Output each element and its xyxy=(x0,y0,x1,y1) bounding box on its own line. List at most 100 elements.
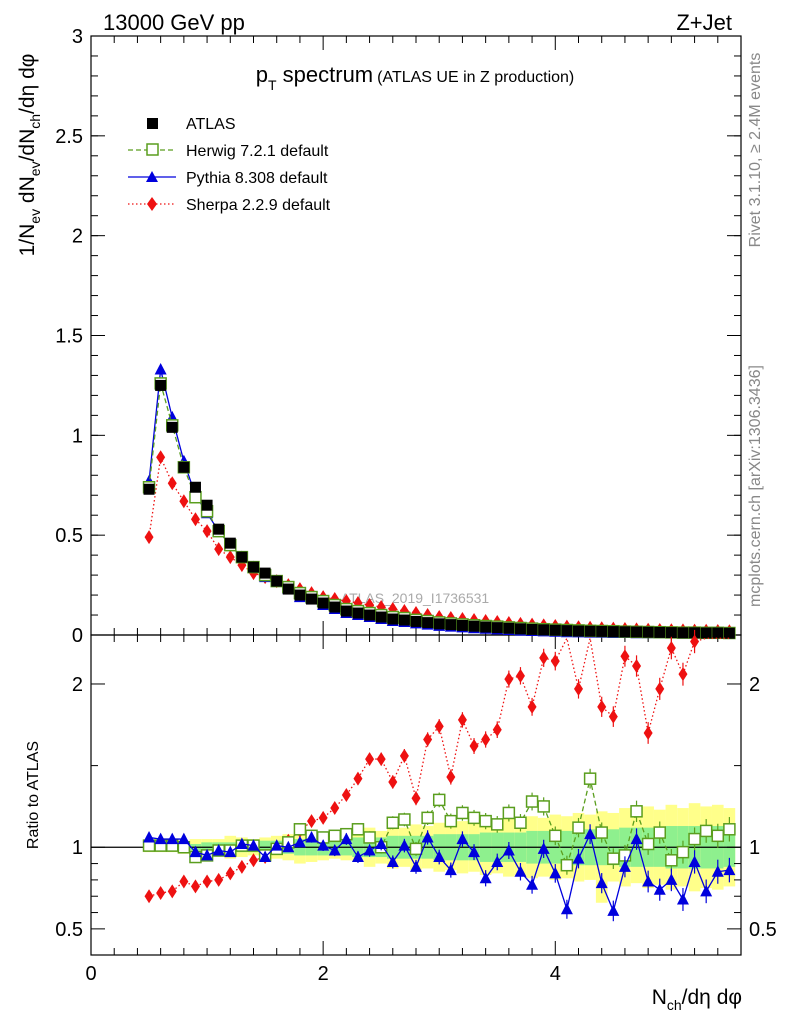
pythia-ratio-point xyxy=(410,860,422,872)
atlas-data-point xyxy=(422,617,434,629)
atlas-data-point xyxy=(607,626,619,638)
pythia-ratio-point xyxy=(224,845,237,858)
sherpa-main-point xyxy=(144,530,154,545)
legend-atlas-marker xyxy=(147,118,158,129)
atlas-data-point xyxy=(514,623,526,635)
sherpa-ratio-point xyxy=(492,722,502,737)
sherpa-ratio-point xyxy=(353,771,363,786)
ratio-ytick-label-right: 0.5 xyxy=(749,919,777,941)
atlas-data-point xyxy=(248,561,259,573)
herwig-ratio-point xyxy=(572,821,585,834)
sherpa-ratio-point xyxy=(144,889,154,904)
pythia-ratio-point xyxy=(305,830,318,843)
pythia-ratio-point xyxy=(351,850,364,863)
atlas-data-point xyxy=(573,625,584,637)
main-series xyxy=(142,362,736,640)
sherpa-ratio-point xyxy=(237,859,247,874)
atlas-data-point xyxy=(665,627,677,639)
herwig-ratio-point xyxy=(502,806,516,820)
pythia-ratio-point xyxy=(526,878,539,890)
sherpa-ratio-point xyxy=(225,866,235,881)
main-ylabel: 1/Nev dNev/dNch/dη dφ xyxy=(16,54,43,257)
sherpa-ratio-point xyxy=(330,801,340,816)
sherpa-ratio-point xyxy=(318,810,328,825)
pythia-ratio-point xyxy=(572,852,585,864)
pythia-ratio-point xyxy=(537,842,550,854)
pythia-ratio-point xyxy=(676,892,689,905)
pythia-ratio-point xyxy=(444,863,457,876)
pythia-ratio-point xyxy=(630,832,643,845)
pythia-ratio-point xyxy=(247,839,260,851)
atlas-data-point xyxy=(723,627,735,639)
header-right: Z+Jet xyxy=(676,10,732,35)
atlas-data-point xyxy=(259,567,271,579)
pythia-ratio-point xyxy=(328,844,341,856)
sherpa-ratio-point xyxy=(446,770,456,785)
ratio-ylabel: Ratio to ATLAS xyxy=(25,741,42,849)
atlas-data-point xyxy=(456,619,468,631)
herwig-ratio-point xyxy=(607,852,620,865)
atlas-data-point xyxy=(503,622,515,634)
atlas-data-point xyxy=(201,499,213,511)
herwig-ratio-point xyxy=(723,823,736,836)
sherpa-ratio-point xyxy=(249,853,258,868)
atlas-data-point xyxy=(317,597,329,609)
pythia-ratio-point xyxy=(143,830,156,843)
legend-sherpa-marker xyxy=(147,197,157,211)
herwig-ratio-point xyxy=(549,829,562,843)
herwig-ratio-point xyxy=(328,829,341,843)
herwig-ratio-point xyxy=(688,832,701,846)
pythia-ratio-point xyxy=(398,839,411,851)
atlas-data-point xyxy=(178,461,190,473)
herwig-ratio-point xyxy=(421,811,434,825)
ratio-xtick-label: 4 xyxy=(550,963,561,985)
sherpa-ratio-point xyxy=(597,699,607,714)
sherpa-ratio-point xyxy=(550,654,560,669)
herwig-ratio-point xyxy=(409,842,423,856)
atlas-data-point xyxy=(189,481,201,493)
main-ytick-label: 0 xyxy=(72,625,83,647)
herwig-ratio-point xyxy=(432,793,446,807)
main-ytick-label: 2.5 xyxy=(55,126,83,148)
sherpa-main-point xyxy=(167,476,177,491)
sherpa-ratio-point xyxy=(678,667,688,682)
main-ytick-label: 2 xyxy=(72,226,83,248)
atlas-data-point xyxy=(712,627,724,639)
sherpa-ratio-point xyxy=(179,874,189,889)
atlas-data-point xyxy=(619,626,631,638)
atlas-data-point xyxy=(491,622,503,634)
sherpa-ratio-point xyxy=(341,788,351,802)
pythia-ratio-point xyxy=(201,848,214,861)
sherpa-ratio-point xyxy=(539,650,549,665)
pythia-ratio-point xyxy=(491,855,504,867)
ratio-ytick-label: 1 xyxy=(72,837,83,859)
atlas-data-point xyxy=(282,583,294,595)
pythia-ratio-point xyxy=(259,850,272,863)
pythia-ratio-point xyxy=(456,832,469,845)
sherpa-ratio-point xyxy=(423,732,433,747)
herwig-ratio-point xyxy=(595,826,608,839)
pythia-ratio-point xyxy=(166,832,179,845)
sherpa-ratio-point xyxy=(411,791,421,806)
sherpa-ratio-point xyxy=(434,719,444,734)
legend-atlas-label: ATLAS xyxy=(186,116,236,133)
pythia-ratio-point xyxy=(293,835,306,848)
pythia-ratio-point xyxy=(282,840,295,853)
herwig-ratio-point xyxy=(653,826,666,839)
pythia-ratio-point xyxy=(386,855,399,867)
pythia-ratio-point xyxy=(502,844,515,856)
pythia-ratio-point xyxy=(340,832,353,845)
legend-herwig-label: Herwig 7.2.1 default xyxy=(186,143,329,160)
atlas-data-point xyxy=(596,625,608,637)
sherpa-ratio-point xyxy=(365,752,375,767)
atlas-data-point xyxy=(143,483,155,495)
sherpa-ratio-point xyxy=(620,649,630,664)
pythia-ratio-point xyxy=(154,832,167,845)
pythia-ratio-point xyxy=(700,884,713,897)
pythia-ratio-point xyxy=(618,860,631,872)
legend: ATLAS Herwig 7.2.1 default Pythia 8.308 … xyxy=(128,116,331,214)
ratio-ytick-label-right: 2 xyxy=(749,674,760,696)
herwig-ratio-point xyxy=(398,813,411,826)
sherpa-ratio-point xyxy=(399,748,409,763)
atlas-data-point xyxy=(364,609,376,621)
